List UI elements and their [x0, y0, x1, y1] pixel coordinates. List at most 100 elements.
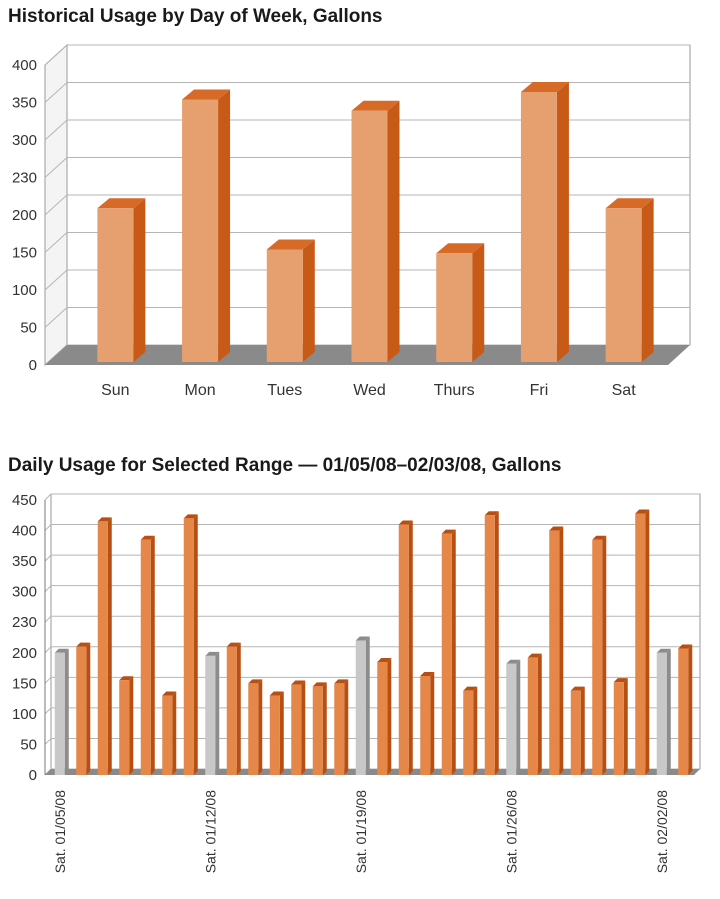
bar-side [666, 648, 671, 775]
bar-side [302, 239, 315, 362]
y-tick-label: 0 [29, 767, 37, 784]
bar-side [641, 198, 654, 362]
bar-top [266, 239, 315, 250]
bar-top [484, 511, 499, 516]
gridline [44, 615, 700, 623]
bar-top [678, 644, 693, 649]
bar-top [656, 648, 671, 653]
gridline [44, 524, 700, 531]
bar-side [580, 686, 585, 775]
bar-top [592, 535, 607, 540]
bar-side [193, 514, 198, 775]
y-tick-label: 300 [12, 584, 37, 601]
gridline [44, 493, 700, 501]
bar-side [64, 648, 69, 775]
bar-top [549, 526, 564, 531]
bar-top [420, 672, 435, 676]
bar-top [436, 243, 485, 254]
bar-saturday [355, 640, 366, 775]
bar-day [398, 524, 409, 775]
y-tick-label: 300 [12, 132, 37, 149]
bar-day [463, 690, 474, 775]
bar-top [355, 636, 370, 641]
bar-side [301, 680, 306, 775]
y-tick-label: 450 [12, 492, 37, 509]
bar-side [322, 682, 327, 775]
gridline [44, 82, 690, 103]
bar-top [140, 535, 155, 540]
bar-day [570, 690, 581, 775]
gridline [44, 194, 690, 216]
bar-top [226, 642, 241, 647]
y-tick-label: 150 [12, 245, 37, 262]
bar-side [236, 642, 241, 775]
bar-top [291, 680, 306, 685]
bar-day [549, 530, 560, 775]
x-category-label: Wed [353, 382, 386, 399]
weekday-usage-chart: 0 50 100 150 200 230 300 350 400 Sun Mon Tues Wed Thu… [12, 43, 691, 399]
y-tick-label: 50 [20, 320, 37, 337]
bar-thurs [436, 253, 473, 362]
bar-day [635, 513, 646, 775]
bar-tues [266, 249, 303, 362]
x-category-label: Sat [612, 382, 637, 399]
x-category-label: Mon [185, 382, 216, 399]
bar-saturday [656, 652, 667, 775]
bar-day [97, 521, 108, 775]
bar-top [506, 659, 521, 664]
bar-day [76, 646, 87, 775]
x-date-label: Sat. 01/05/08 [52, 790, 68, 874]
bar-day [119, 680, 130, 775]
bar-side [344, 679, 349, 775]
bar-side [218, 89, 231, 362]
bar-day [377, 661, 388, 775]
y-tick-label: 400 [12, 57, 37, 74]
bar-day [291, 684, 302, 775]
y-tick-label: 150 [12, 675, 37, 692]
bar-day [484, 515, 495, 775]
gridline [44, 707, 700, 715]
bar-top [269, 691, 284, 696]
bar-side [133, 198, 146, 362]
bar-top [97, 198, 146, 209]
bar-day [420, 676, 431, 775]
bar-top [605, 198, 654, 209]
bar-wed [351, 110, 388, 362]
x-date-label: Sat. 01/26/08 [503, 790, 519, 874]
gridline [44, 646, 700, 654]
bar-side [688, 644, 693, 775]
y-tick-label: 50 [20, 736, 37, 753]
gridline [44, 119, 690, 141]
bar-top [463, 686, 478, 691]
bar-side [215, 651, 220, 775]
x-category-label: Tues [267, 382, 302, 399]
bar-side [150, 535, 155, 775]
bar-day [269, 695, 280, 775]
gridline [44, 585, 700, 593]
bar-top [162, 691, 177, 696]
bar-side [494, 511, 499, 775]
bar-day [312, 686, 323, 775]
bar-side [645, 509, 650, 775]
bar-top [351, 100, 400, 111]
bar-side [172, 691, 177, 775]
bar-side [365, 636, 370, 775]
bar-top [570, 686, 585, 691]
bar-saturday [205, 655, 216, 775]
bar-day [226, 646, 237, 775]
gridline [44, 157, 690, 178]
y-tick-label: 350 [12, 95, 37, 112]
y-tick-label: 200 [12, 645, 37, 662]
bar-day [592, 539, 603, 775]
daily-chart-title: Daily Usage for Selected Range — 01/05/0… [8, 455, 562, 476]
bar-side [387, 100, 400, 362]
bar-sat [605, 208, 642, 362]
bar-sun [97, 208, 134, 362]
bar-day [334, 683, 345, 775]
bar-side [472, 243, 485, 362]
bar-side [107, 517, 112, 775]
y-tick-label: 100 [12, 706, 37, 723]
bar-side [623, 678, 628, 775]
x-date-label: Sat. 01/19/08 [353, 790, 369, 874]
